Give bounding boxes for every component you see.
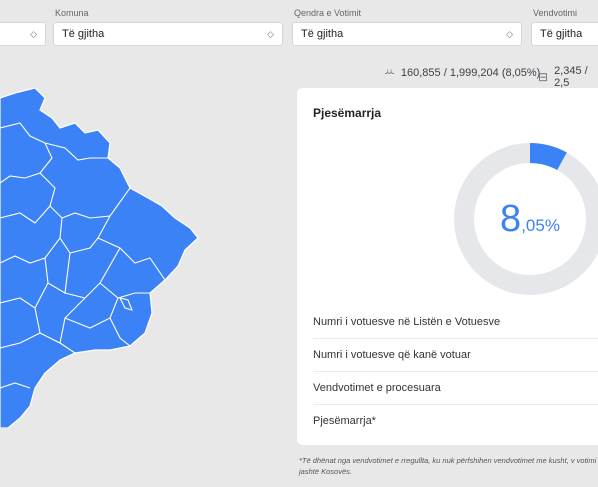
map-territory[interactable] [0,88,199,428]
voters-stat-value: 160,855 / 1,999,204 (8,05%) [400,66,541,79]
footnote: *Të dhënat nga vendvotimet e rregullta, … [299,456,597,476]
ballot-box-icon: ⊟ [538,70,549,84]
qendra-select[interactable]: Të gjitha ◇ [292,22,522,46]
row-stations-processed: Vendvotimet e procesuara [313,372,598,405]
komuna-label: Komuna [55,8,89,18]
prior-filter-select[interactable]: ◇ [0,22,46,46]
turnout-card: Pjesëmarrja 8,05% Numri i votuesve në Li… [297,88,598,445]
vendvotimi-select[interactable]: Të gjitha [531,22,598,46]
row-voters-list: Numri i votuesve në Listën e Votuesve [313,306,598,339]
chevron-updown-icon: ◇ [506,29,513,39]
stations-stat-value: 2,345 / 2,5 [554,65,588,89]
qendra-label: Qendra e Votimit [294,8,362,18]
stations-stat: ⊟ 2,345 / 2,5 [538,65,598,89]
turnout-donut [454,143,598,295]
turnout-dec: ,05% [521,216,560,235]
users-icon: ꕁ [384,65,395,79]
qendra-value: Të gjitha [301,28,344,40]
vendvotimi-label: Vendvotimi [533,8,578,18]
komuna-value: Të gjitha [62,28,105,40]
turnout-value: 8,05% [455,198,598,241]
municipality-borders [0,122,166,389]
donut-progress [454,143,598,295]
kosovo-map[interactable] [0,88,205,428]
komuna-select[interactable]: Të gjitha ◇ [53,22,283,46]
voters-stat: ꕁ 160,855 / 1,999,204 (8,05%) [384,65,540,80]
turnout-int: 8 [500,198,522,240]
row-turnout: Pjesëmarrja* [313,415,376,427]
card-title: Pjesëmarrja [313,106,382,120]
chevron-updown-icon: ◇ [267,29,274,39]
chevron-updown-icon: ◇ [30,29,37,39]
row-voters-voted: Numri i votuesve që kanë votuar [313,339,598,372]
vendvotimi-value: Të gjitha [540,28,583,40]
